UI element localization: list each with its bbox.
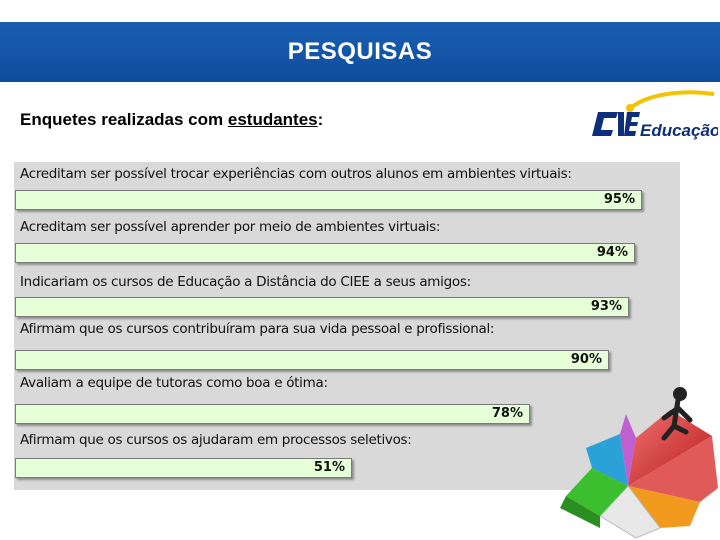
survey-item-bar: 93% — [15, 297, 629, 317]
survey-item-label: Avaliam a equipe de tutoras como boa e ó… — [20, 375, 328, 391]
survey-item-value: 51% — [313, 460, 345, 475]
survey-item-label: Acreditam ser possível aprender por meio… — [20, 219, 441, 235]
page-title: PESQUISAS — [287, 38, 433, 65]
survey-item-bar: 94% — [15, 243, 635, 263]
subtitle-underlined: estudantes — [227, 110, 318, 129]
survey-item-bar: 78% — [15, 404, 530, 424]
logo-text: Educação — [640, 121, 718, 140]
survey-item-label: Afirmam que os cursos os ajudaram em pro… — [20, 432, 412, 448]
survey-item-label: Afirmam que os cursos contribuíram para … — [20, 321, 495, 337]
survey-item-bar: 51% — [15, 458, 352, 478]
survey-item-value: 78% — [491, 406, 523, 421]
survey-item-value: 93% — [590, 299, 622, 314]
survey-item-label: Acreditam ser possível trocar experiênci… — [20, 166, 572, 182]
header-banner: PESQUISAS — [0, 22, 720, 82]
ciee-logo: Educação — [588, 88, 720, 148]
survey-panel: Acreditam ser possível trocar experiênci… — [14, 162, 680, 490]
section-subtitle: Enquetes realizadas com estudantes: — [20, 110, 323, 130]
pie-chart-person-icon — [540, 378, 720, 540]
survey-item-value: 90% — [570, 352, 602, 367]
subtitle-suffix: : — [317, 110, 324, 129]
ciee-logo-icon: Educação — [592, 90, 720, 140]
survey-item-value: 94% — [596, 245, 628, 260]
survey-item-bar: 95% — [15, 190, 642, 210]
survey-item-value: 95% — [603, 192, 635, 207]
subtitle-prefix: Enquetes realizadas com — [20, 110, 228, 129]
survey-item-bar: 90% — [15, 350, 609, 370]
survey-item-label: Indicariam os cursos de Educação a Distâ… — [20, 274, 471, 290]
